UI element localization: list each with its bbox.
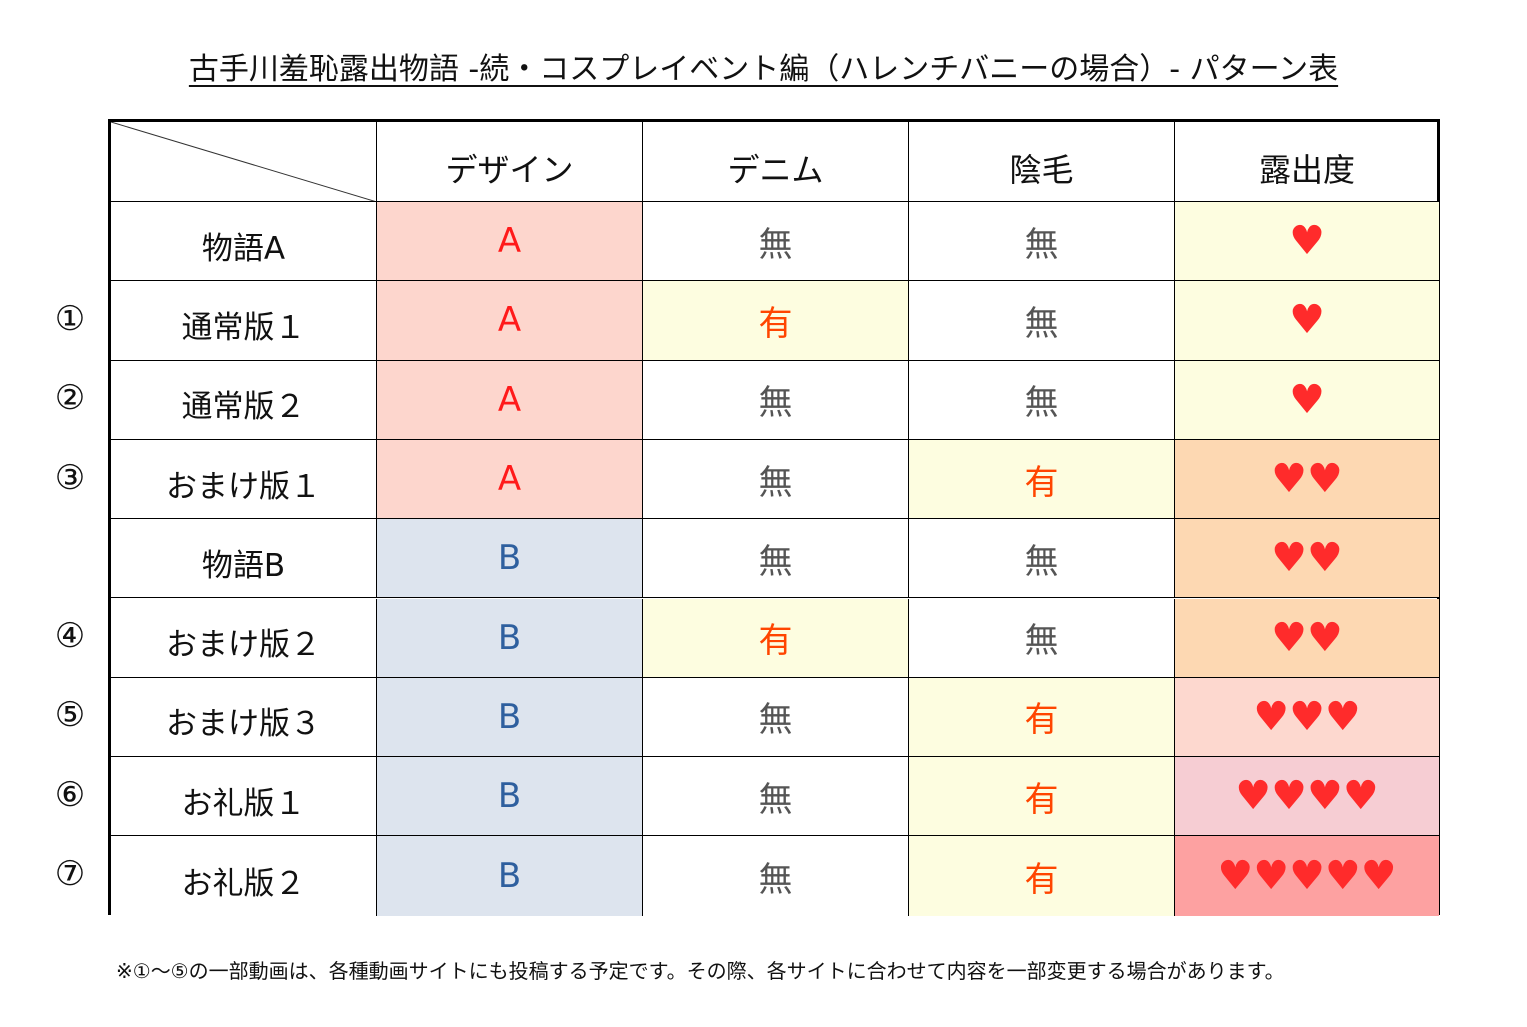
row-number: ④: [54, 616, 86, 657]
row-number: ⑦: [54, 854, 86, 895]
row-number: ①: [54, 298, 86, 339]
column-header: 露出度: [1175, 122, 1439, 202]
pubic-hair-cell: 無: [909, 281, 1175, 361]
design-cell: A: [377, 281, 643, 361]
exposure-hearts: ♥: [1175, 202, 1439, 282]
row-label: 物語A: [111, 202, 377, 282]
pubic-hair-cell: 有: [909, 677, 1175, 758]
exposure-hearts: ♥♥: [1175, 519, 1439, 599]
denim-cell: 無: [643, 519, 909, 599]
exposure-hearts: ♥♥♥♥♥: [1175, 836, 1439, 916]
design-cell: A: [377, 202, 643, 282]
row-label: おまけ版１: [111, 439, 377, 520]
column-header: 陰毛: [909, 122, 1175, 202]
column-header: デニム: [643, 122, 909, 202]
denim-cell: 無: [643, 439, 909, 520]
exposure-hearts: ♥♥: [1175, 598, 1439, 678]
exposure-hearts: ♥♥♥♥: [1175, 757, 1439, 837]
denim-cell: 無: [643, 360, 909, 440]
row-number: ③: [54, 457, 86, 498]
row-number: ⑤: [54, 695, 86, 736]
pubic-hair-cell: 有: [909, 757, 1175, 837]
design-cell: A: [377, 439, 643, 520]
column-header: デザイン: [377, 122, 643, 202]
pubic-hair-cell: 有: [909, 836, 1175, 916]
denim-cell: 無: [643, 677, 909, 758]
pattern-table: デザイン デニム 陰毛 露出度 物語A A 無無 ♥ 通常版１ A 有無 ♥ 通常版２ A 無無 ♥ おまけ版１…: [108, 119, 1440, 916]
pubic-hair-cell: 有: [909, 439, 1175, 520]
header-corner: [111, 122, 377, 202]
exposure-hearts: ♥: [1175, 360, 1439, 440]
row-number: ⑥: [54, 774, 86, 815]
row-label: 通常版２: [111, 360, 377, 440]
design-cell: B: [377, 836, 643, 916]
exposure-hearts: ♥♥♥: [1175, 677, 1439, 758]
denim-cell: 有: [643, 281, 909, 361]
header-diagonal-line: [111, 122, 377, 202]
page-title: 古手川羞恥露出物語 -続・コスプレイベント編（ハレンチバニーの場合）- パターン…: [188, 52, 1339, 87]
row-number: ②: [54, 378, 86, 419]
denim-cell: 無: [643, 836, 909, 916]
pubic-hair-cell: 無: [909, 598, 1175, 678]
footnote: ※①～⑤の一部動画は、各種動画サイトにも投稿する予定です。その際、各サイトに合わ…: [116, 959, 1285, 983]
row-label: お礼版２: [111, 836, 377, 916]
row-label: おまけ版２: [111, 598, 377, 678]
row-label: おまけ版３: [111, 677, 377, 758]
row-label: お礼版１: [111, 757, 377, 837]
design-cell: B: [377, 757, 643, 837]
row-label: 物語B: [111, 519, 377, 599]
row-label: 通常版１: [111, 281, 377, 361]
denim-cell: 有: [643, 598, 909, 678]
pubic-hair-cell: 無: [909, 202, 1175, 282]
denim-cell: 無: [643, 757, 909, 837]
exposure-hearts: ♥♥: [1175, 439, 1439, 520]
design-cell: B: [377, 677, 643, 758]
design-cell: B: [377, 519, 643, 599]
design-cell: B: [377, 598, 643, 678]
pubic-hair-cell: 無: [909, 360, 1175, 440]
exposure-hearts: ♥: [1175, 281, 1439, 361]
denim-cell: 無: [643, 202, 909, 282]
design-cell: A: [377, 360, 643, 440]
pubic-hair-cell: 無: [909, 519, 1175, 599]
